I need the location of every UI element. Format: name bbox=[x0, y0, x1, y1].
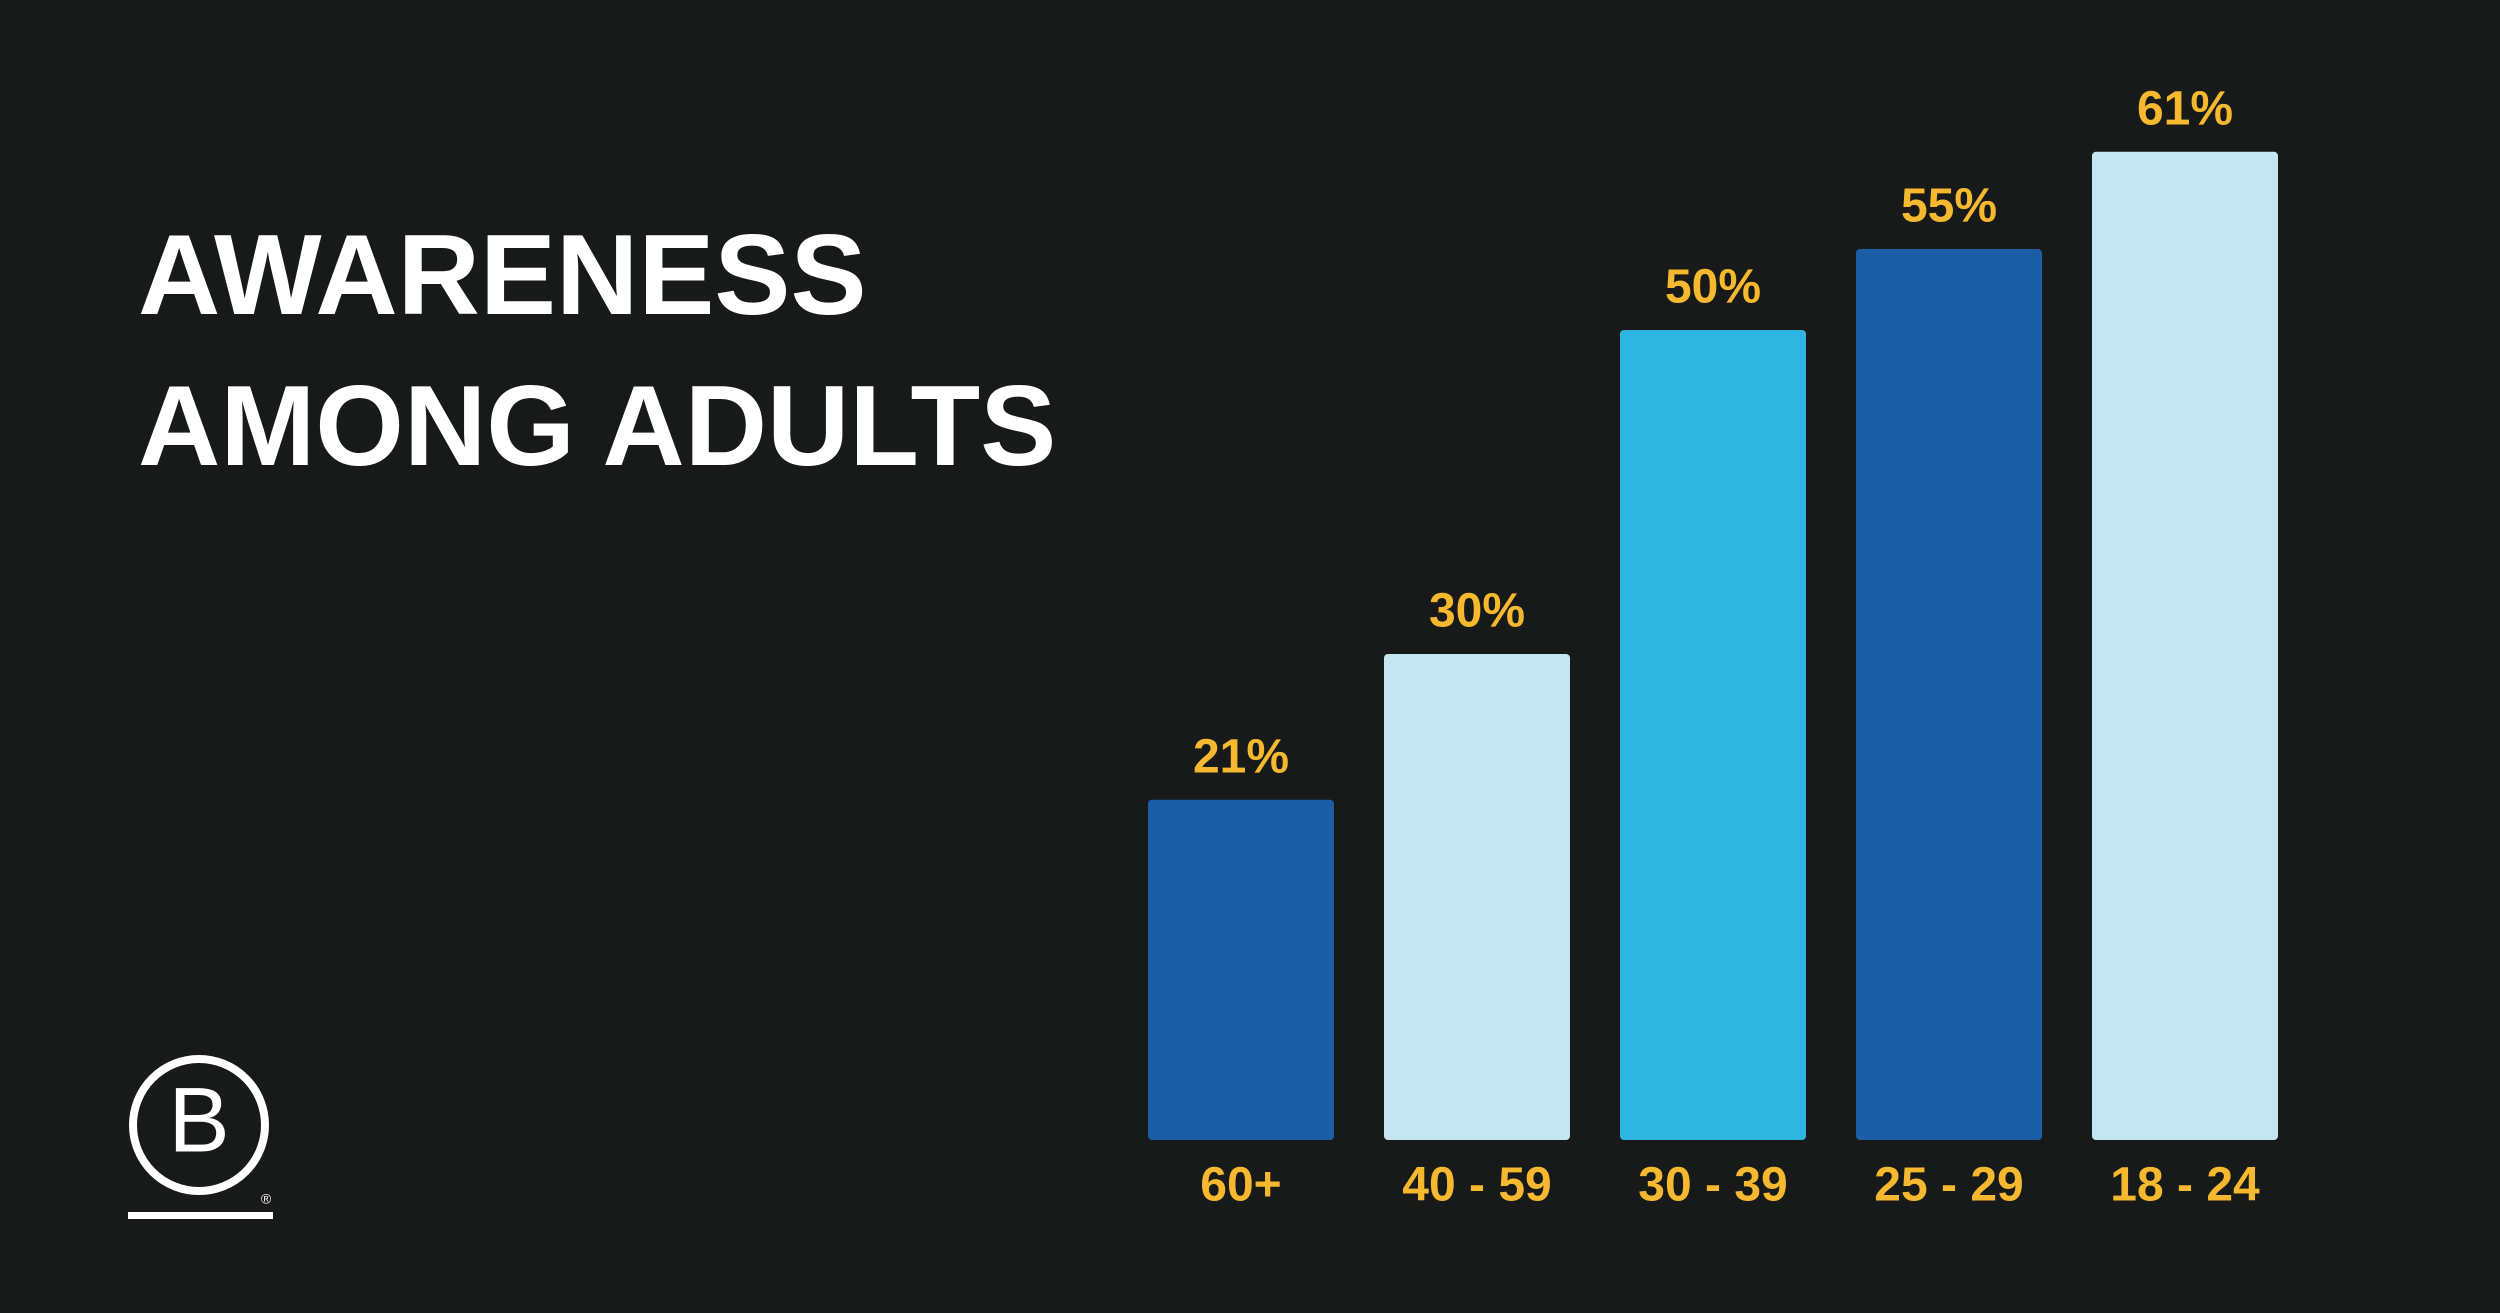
value-label: 55% bbox=[1901, 180, 1997, 233]
value-label: 21% bbox=[1193, 730, 1289, 783]
bar bbox=[1384, 654, 1570, 1140]
value-label: 61% bbox=[2137, 82, 2233, 135]
value-label: 50% bbox=[1665, 261, 1761, 314]
x-tick-label: 18 - 24 bbox=[2110, 1159, 2260, 1212]
bar bbox=[1620, 330, 1806, 1140]
x-tick-label: 60+ bbox=[1200, 1159, 1281, 1212]
logo: B ® bbox=[128, 1055, 273, 1219]
logo-underline bbox=[128, 1212, 273, 1219]
bar bbox=[1856, 249, 2042, 1140]
chart-title: AMONG ADULTS bbox=[138, 363, 1056, 490]
x-tick-label: 40 - 59 bbox=[1402, 1159, 1551, 1212]
chart-title: AWARENESS bbox=[138, 212, 866, 339]
logo-circle bbox=[129, 1055, 269, 1195]
value-label: 30% bbox=[1429, 585, 1525, 638]
logo-mark: ® bbox=[261, 1191, 272, 1207]
x-tick-label: 30 - 39 bbox=[1638, 1159, 1787, 1212]
bar bbox=[1148, 799, 1334, 1140]
x-tick-label: 25 - 29 bbox=[1874, 1159, 2023, 1212]
logo-letter: B bbox=[168, 1069, 229, 1171]
bar bbox=[2092, 151, 2278, 1141]
